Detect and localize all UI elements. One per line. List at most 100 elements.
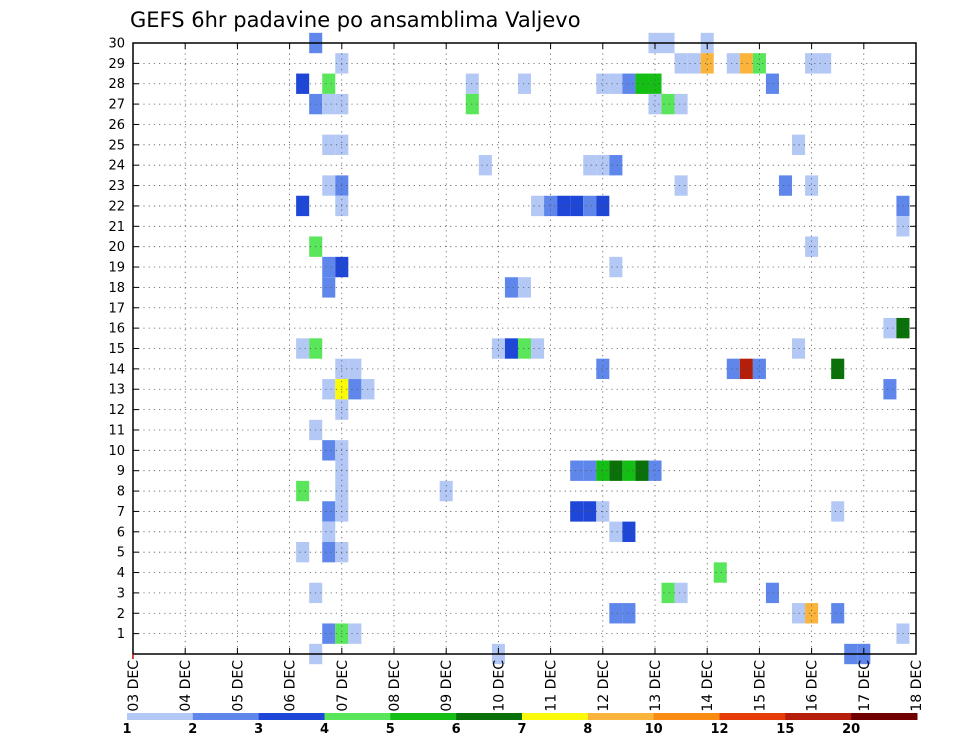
y-tick-label: 17 bbox=[108, 301, 125, 316]
heatmap-cell bbox=[296, 195, 310, 217]
heatmap-cell bbox=[583, 460, 597, 481]
heatmap-cell bbox=[322, 623, 336, 644]
heatmap-cell bbox=[726, 53, 740, 74]
y-tick-label: 9 bbox=[117, 464, 125, 479]
heatmap-cell bbox=[622, 460, 636, 481]
y-tick-label: 28 bbox=[108, 77, 125, 92]
colorbar-label: 2 bbox=[188, 722, 197, 737]
heatmap-cell bbox=[570, 195, 584, 217]
colorbar-label: 10 bbox=[645, 722, 663, 737]
y-tick-label: 1 bbox=[117, 627, 125, 642]
heatmap-cell bbox=[348, 623, 362, 644]
heatmap-cell bbox=[504, 338, 518, 359]
heatmap-cell bbox=[531, 338, 545, 359]
heatmap-cell bbox=[674, 582, 688, 604]
colorbar-swatch bbox=[258, 713, 325, 720]
heatmap-cell bbox=[583, 195, 597, 217]
heatmap-cell bbox=[322, 541, 336, 563]
x-tick-label: 09 DEC bbox=[439, 660, 455, 712]
heatmap-cell bbox=[674, 175, 688, 196]
heatmap-cell bbox=[648, 460, 662, 481]
x-tick-label: 15 DEC bbox=[752, 660, 768, 712]
y-tick-label: 24 bbox=[108, 159, 125, 174]
x-tick-label: 12 DEC bbox=[596, 660, 612, 712]
heatmap-cell bbox=[322, 256, 336, 278]
heatmap-cell bbox=[557, 195, 571, 217]
heatmap-cell bbox=[322, 134, 336, 156]
heatmap-cell bbox=[805, 53, 819, 74]
heatmap-cell bbox=[296, 338, 310, 359]
y-tick-label: 23 bbox=[108, 179, 125, 194]
heatmap-cell bbox=[622, 521, 636, 542]
heatmap-cell bbox=[661, 93, 675, 115]
heatmap-cell bbox=[831, 603, 845, 624]
colorbar-swatch bbox=[456, 713, 523, 720]
x-tick-label: 14 DEC bbox=[700, 660, 716, 712]
colorbar-swatch bbox=[127, 713, 194, 720]
colorbar-label: 3 bbox=[254, 722, 263, 737]
y-tick-label: 26 bbox=[108, 118, 125, 133]
y-tick-label: 6 bbox=[117, 525, 125, 540]
heatmap-cell bbox=[792, 134, 806, 156]
y-tick-label: 30 bbox=[108, 37, 125, 52]
heatmap-cell bbox=[465, 93, 479, 115]
heatmap-cell bbox=[570, 460, 584, 481]
x-tick-label: 18 DEC bbox=[909, 660, 925, 712]
chart-title: GEFS 6hr padavine po ansamblima Valjevo bbox=[130, 8, 581, 32]
colorbar-swatch bbox=[324, 713, 391, 720]
x-tick-label: 11 DEC bbox=[544, 660, 560, 712]
heatmap-cell bbox=[478, 155, 492, 176]
heatmap-cell bbox=[596, 73, 610, 94]
heatmap-cell bbox=[765, 582, 779, 604]
heatmap-cell bbox=[700, 53, 714, 74]
heatmap-cell bbox=[648, 93, 662, 115]
heatmap-cell bbox=[805, 603, 819, 624]
y-tick-label: 19 bbox=[108, 261, 125, 276]
colorbar-swatch bbox=[785, 713, 852, 720]
heatmap-cell bbox=[609, 460, 623, 481]
y-tick-label: 10 bbox=[108, 444, 125, 459]
heatmap-cell bbox=[322, 379, 336, 400]
y-tick-label: 25 bbox=[108, 138, 125, 153]
heatmap-cell bbox=[531, 195, 545, 217]
y-tick-label: 18 bbox=[108, 281, 125, 296]
colorbar-label: 4 bbox=[320, 722, 329, 737]
colorbar-label: 15 bbox=[776, 722, 794, 737]
colorbar-swatch bbox=[390, 713, 457, 720]
heatmap-cell bbox=[348, 379, 362, 400]
y-tick-label: 2 bbox=[117, 607, 125, 622]
heatmap-cell bbox=[739, 358, 753, 380]
y-tick-label: 27 bbox=[108, 98, 125, 113]
heatmap-cell bbox=[296, 541, 310, 563]
y-tick-label: 13 bbox=[108, 383, 125, 398]
x-tick-label: 16 DEC bbox=[805, 660, 821, 712]
colorbar-label: 20 bbox=[842, 722, 860, 737]
colorbar-swatch bbox=[522, 713, 589, 720]
heatmap-cell bbox=[674, 53, 688, 74]
heatmap-cell bbox=[674, 93, 688, 115]
colorbar-label: 5 bbox=[386, 722, 395, 737]
heatmap-cell bbox=[296, 73, 310, 94]
x-tick-label: 05 DEC bbox=[230, 660, 246, 712]
x-tick-label: 13 DEC bbox=[648, 660, 664, 712]
colorbar-label: 8 bbox=[583, 722, 592, 737]
heatmap-cell bbox=[322, 93, 336, 115]
heatmap-cell bbox=[792, 603, 806, 624]
heatmap-cell bbox=[322, 440, 336, 461]
heatmap-cell bbox=[544, 195, 558, 217]
heatmap-cell bbox=[609, 603, 623, 624]
x-tick-label: 08 DEC bbox=[387, 660, 403, 712]
heatmap-cell bbox=[752, 53, 766, 74]
heatmap-cell bbox=[883, 317, 897, 339]
heatmap-cell bbox=[322, 175, 336, 196]
heatmap-cell bbox=[635, 460, 649, 481]
heatmap-cell bbox=[296, 480, 310, 502]
heatmap-cell bbox=[635, 73, 649, 94]
heatmap-cell bbox=[831, 358, 845, 380]
colorbar-label: 1 bbox=[122, 722, 131, 737]
heatmap-cell bbox=[726, 358, 740, 380]
heatmap-cell bbox=[583, 501, 597, 522]
y-tick-label: 22 bbox=[108, 199, 125, 214]
heatmap-cell bbox=[322, 73, 336, 94]
